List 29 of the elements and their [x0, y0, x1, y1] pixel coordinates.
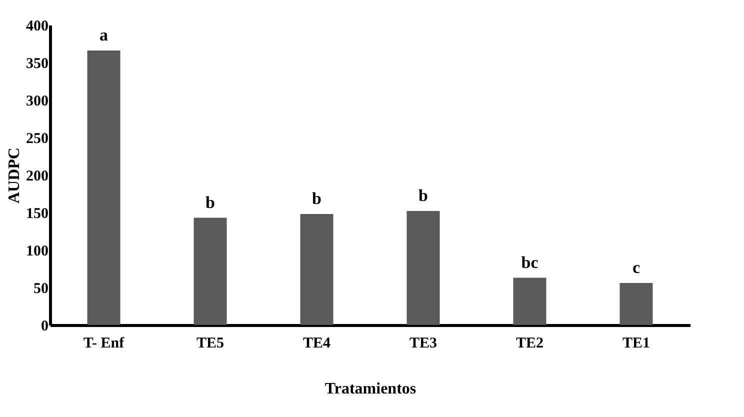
y-tick-label: 200: [26, 168, 48, 184]
y-tick-label: 400: [26, 18, 48, 34]
y-tick-label: 300: [26, 94, 48, 110]
annotation: b: [418, 186, 428, 205]
bar: [300, 214, 334, 325]
bar: [87, 50, 120, 325]
bar: [620, 283, 653, 325]
bar: [406, 211, 440, 325]
x-tick-label: TE1: [622, 336, 650, 352]
y-tick-label: 0: [41, 318, 48, 334]
bar: [194, 218, 227, 325]
x-tick-label: TE4: [303, 336, 332, 352]
y-tick-label: 50: [34, 281, 48, 297]
y-tick-label: 250: [26, 131, 48, 147]
x-tick-label: TE3: [409, 336, 437, 352]
annotation: c: [632, 258, 640, 277]
y-tick-label: 150: [26, 206, 48, 222]
annotation: bc: [521, 252, 539, 272]
y-axis-title: AUDPC: [6, 148, 23, 204]
x-axis-title: Tratamientos: [324, 380, 416, 398]
annotation: b: [206, 192, 215, 212]
x-tick-label: TE5: [196, 336, 224, 352]
x-tick-label: TE2: [516, 336, 544, 352]
annotation: a: [100, 26, 109, 44]
bar: [513, 278, 546, 325]
y-tick-label: 350: [26, 56, 48, 72]
x-tick-label: T- Enf: [83, 336, 126, 352]
annotation: b: [312, 189, 322, 208]
y-tick-label: 100: [26, 244, 48, 260]
